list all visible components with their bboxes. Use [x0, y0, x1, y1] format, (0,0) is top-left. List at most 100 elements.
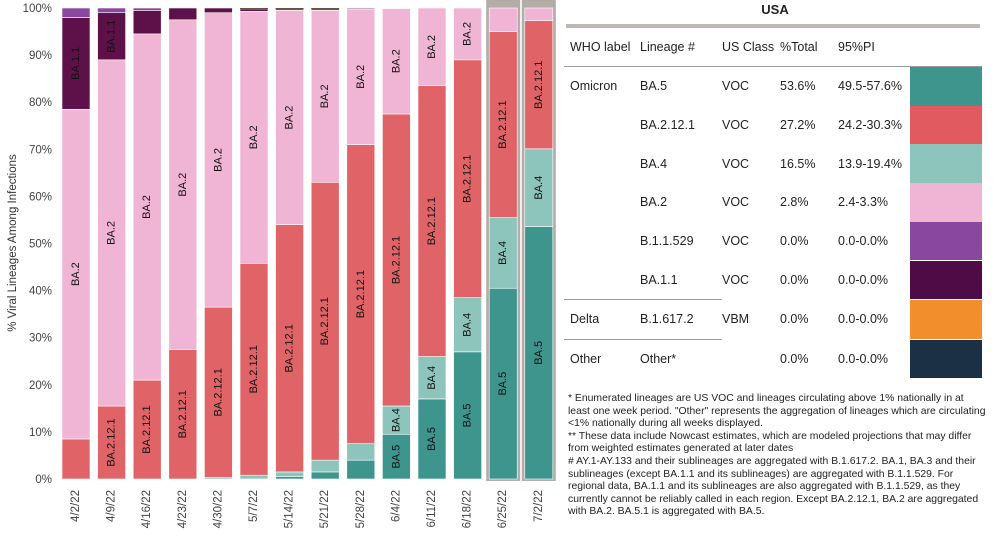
bar-segment [239, 8, 269, 12]
cell-class: VOC [722, 195, 750, 210]
bar-label: BA.2.12.1 [426, 197, 438, 245]
header-pct-total: %Total [780, 40, 818, 54]
cell-pct: 0.0% [780, 312, 809, 327]
bar-label: BA.2 [177, 173, 189, 197]
x-tick-label: 4/9/22 [106, 490, 118, 522]
cell-pct: 0.0% [780, 273, 809, 288]
bar-label: BA.2.12.1 [248, 345, 260, 393]
stacked-bar-chart: % Viral Lineages Among Infections 0% 10% 2… [7, 0, 556, 528]
bar-segment [453, 297, 482, 353]
bar-segment [239, 262, 269, 476]
bar-label: BA.2 [141, 195, 153, 219]
x-tick-label: 4/16/22 [141, 490, 153, 528]
bar-segment [488, 31, 518, 218]
bar-segment [61, 108, 91, 440]
bar-label: BA.2.12.1 [141, 405, 153, 453]
bar-label: BA.2.12.1 [390, 236, 402, 284]
bar-segment [310, 181, 340, 461]
cell-class: VOC [722, 65, 780, 106]
table-row: BA.2.12.1 VOC 27.2% 24.2-30.3% [564, 105, 982, 145]
cell-who: Other [564, 338, 640, 379]
table-header-row: WHO label Lineage # US Class %Total 95%P… [564, 38, 982, 67]
y-tick-label: 50% [29, 239, 52, 251]
cell-class [722, 339, 780, 378]
bar-segment [488, 217, 518, 289]
x-tick-label: 4/23/22 [177, 490, 189, 528]
y-tick-label: 60% [29, 191, 52, 203]
bar-segment [132, 10, 162, 35]
lineage-color-swatch [910, 300, 982, 339]
bar-label: BA.4 [462, 313, 474, 337]
bar-label: BA.2 [319, 84, 331, 108]
bar-segment [382, 7, 411, 9]
bar-label: BA.2 [70, 262, 82, 286]
lineage-color-swatch [910, 260, 982, 300]
bar-segment [204, 7, 233, 14]
cell-class: VBM [722, 312, 750, 327]
bar-label: BA.5 [462, 403, 474, 427]
bar-label: BA.2.12.1 [177, 390, 189, 438]
bar-labels: BA.2 BA.1.1 BA.2.12.1 BA.2 BA.1.1 BA.2.12.1 BA… [70, 20, 545, 469]
bar-label: BA.2.12.1 [462, 155, 474, 203]
cell-pct: 0.0% [780, 351, 809, 366]
x-tick-label: 6/11/22 [426, 490, 438, 528]
bar-segment [132, 33, 162, 381]
cell-who [564, 144, 640, 183]
table-body: Omicron BA.5 VOC 53.6% 49.5-57.6% BA.2.12.1 VO… [564, 65, 982, 379]
cell-lineage: BA.2 [640, 195, 668, 210]
table-row: Other Other* 0.0% 0.0-0.0% [564, 338, 982, 379]
header-lineage: Lineage # [640, 40, 695, 54]
cell-pi: 0.0-0.0% [838, 273, 889, 288]
bar-segment [524, 226, 554, 480]
x-tick-label: 5/14/22 [284, 490, 296, 528]
x-tick-label: 6/4/22 [390, 490, 402, 522]
bar-label: BA.4 [390, 408, 402, 432]
y-axis-label: % Viral Lineages Among Infections [7, 154, 19, 332]
table-row: BA.1.1 VOC 0.0% 0.0-0.0% [564, 260, 982, 300]
y-tick-label: 80% [29, 97, 52, 109]
bar-segment [239, 10, 269, 264]
bar-segment [382, 8, 411, 115]
footnote-double-star: ** These data include Nowcast estimates,… [568, 430, 972, 455]
bar-label: BA.2.12.1 [319, 297, 331, 345]
cell-who [564, 222, 640, 261]
lineage-table: WHO label Lineage # US Class %Total 95%P… [564, 38, 982, 379]
bar-label: BA.2.12.1 [284, 324, 296, 372]
bar-label: BA.2 [212, 148, 224, 172]
bar-segment [97, 405, 126, 480]
bar-label: BA.2 [426, 35, 438, 59]
bar-segment [204, 12, 233, 308]
cell-lineage: B.1.1.529 [640, 234, 694, 249]
bar-segment [310, 459, 340, 473]
bar-segment [97, 12, 126, 61]
bar-segment [488, 7, 518, 32]
cell-pi: 0.0-0.0% [838, 312, 889, 327]
bar-label: BA.1.1 [70, 47, 82, 80]
bar-segment [275, 10, 304, 225]
bar-segment [453, 59, 482, 298]
header-us-class: US Class [722, 40, 775, 54]
bar-segment [417, 356, 447, 400]
bar-segment [310, 8, 340, 11]
cell-lineage: B.1.617.2 [640, 299, 722, 340]
bar-segment [524, 7, 554, 22]
cell-who: Delta [564, 299, 640, 340]
bar-segment [382, 113, 411, 407]
bar-segment [61, 438, 91, 480]
cell-who [564, 260, 640, 299]
bar-segment-other [311, 8, 340, 9]
lineage-color-swatch [910, 221, 982, 261]
cell-who: Omicron [564, 65, 640, 106]
y-tick-label: 10% [29, 427, 52, 439]
bar-segment [132, 379, 162, 480]
cell-who [564, 183, 640, 222]
table-row: B.1.1.529 VOC 0.0% 0.0-0.0% [564, 221, 982, 261]
bar-label: BA.2 [248, 125, 260, 149]
bar-segment [275, 8, 304, 11]
bar-segment [453, 351, 482, 480]
cell-lineage: Other* [640, 338, 722, 379]
bar-segment [168, 349, 198, 480]
bar-label: BA.1.1 [106, 20, 118, 53]
table-row: BA.4 VOC 16.5% 13.9-19.4% [564, 144, 982, 184]
y-tick-label: 100% [23, 3, 52, 15]
